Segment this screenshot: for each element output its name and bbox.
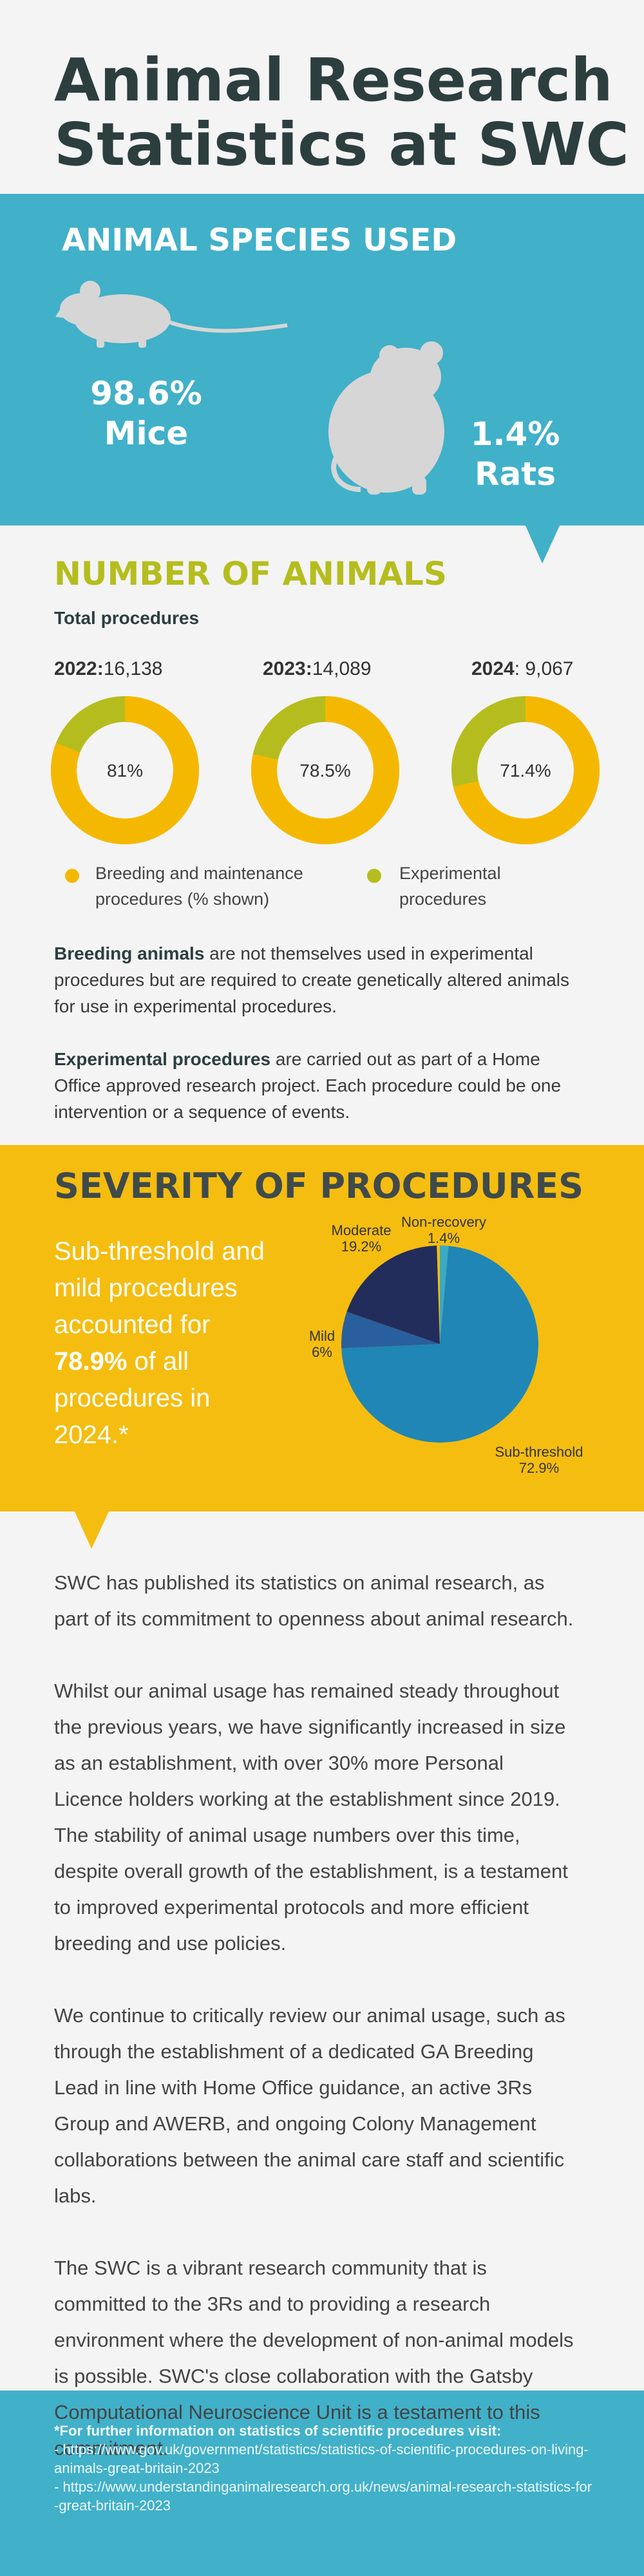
pie-slice xyxy=(440,1245,449,1344)
legend-dot xyxy=(367,869,381,883)
severity-heading: SEVERITY OF PROCEDURES xyxy=(54,1166,584,1206)
species-heading: ANIMAL SPECIES USED xyxy=(62,222,457,258)
footer-heading: *For further information on statistics o… xyxy=(54,2423,502,2439)
slice-name: Sub-threshold xyxy=(495,1444,583,1460)
severity-summary: Sub-threshold and mild procedures accoun… xyxy=(54,1233,279,1454)
title: Animal Research Statistics at SWC xyxy=(54,48,629,177)
procedures-heading: NUMBER OF ANIMALS xyxy=(54,555,447,592)
donut-label: 71.4% xyxy=(500,761,551,781)
note: Breeding animals are not themselves used… xyxy=(54,940,582,1019)
donut-label: 81% xyxy=(107,761,143,781)
notes: Breeding animals are not themselves used… xyxy=(54,940,582,1151)
year-total: 2023:14,089 xyxy=(263,658,372,680)
summary-text: of all procedures in 2024.* xyxy=(54,1347,211,1449)
year: 2023: xyxy=(263,658,312,679)
body-paragraph: Whilst our animal usage has remained ste… xyxy=(54,1680,568,1955)
species-percent: 1.4% xyxy=(470,415,560,453)
body-paragraph: SWC has published its statistics on anim… xyxy=(54,1571,574,1630)
total: : 9,067 xyxy=(514,658,574,679)
footer-link: - https://www.understandinganimalresearc… xyxy=(54,2479,592,2514)
species-label: Mice xyxy=(104,415,189,452)
donut-label: 78.5% xyxy=(299,761,350,781)
note: Experimental procedures are carried out … xyxy=(54,1046,582,1125)
total: 14,089 xyxy=(312,658,372,679)
slice-name: Mild xyxy=(309,1328,335,1344)
year: 2024 xyxy=(471,658,515,679)
legend-dot xyxy=(65,869,79,883)
pointer xyxy=(525,524,560,564)
year-total: 2024: 9,067 xyxy=(471,658,574,680)
title-line: Animal Research xyxy=(54,46,613,115)
year: 2022: xyxy=(54,658,104,679)
footer-link: - https://www.gov.uk/government/statisti… xyxy=(54,2441,589,2476)
note-bold: Breeding animals xyxy=(54,943,205,963)
species-rats: 1.4% Rats xyxy=(451,414,580,494)
pie-slice xyxy=(346,1245,440,1344)
slice-value: 72.9% xyxy=(519,1460,559,1476)
body-paragraph: The SWC is a vibrant research community … xyxy=(54,2257,574,2459)
species-percent: 98.6% xyxy=(90,375,202,412)
donut-arc xyxy=(453,696,600,844)
species-label: Rats xyxy=(475,455,556,493)
species-mice: 98.6% Mice xyxy=(82,374,211,453)
title-line: Statistics at SWC xyxy=(54,110,629,179)
slice-value: 19.2% xyxy=(341,1238,381,1255)
donut-arc xyxy=(251,696,399,844)
footer-band xyxy=(0,2391,644,2576)
summary-highlight: 78.9% xyxy=(54,1347,128,1376)
species-band xyxy=(0,194,644,526)
body-text: SWC has published its statistics on anim… xyxy=(54,1565,576,2503)
pointer xyxy=(74,1510,109,1549)
slice-value: 6% xyxy=(312,1344,332,1360)
donut-arc xyxy=(51,696,199,844)
pie-slice xyxy=(341,1311,440,1349)
footer: *For further information on statistics o… xyxy=(54,2421,595,2515)
legend-label: Breeding and maintenance procedures (% s… xyxy=(95,864,303,909)
note-bold: Experimental procedures xyxy=(54,1049,271,1069)
slice-name: Moderate xyxy=(332,1222,392,1238)
summary-text: Sub-threshold and mild procedures accoun… xyxy=(54,1237,265,1339)
slice-name: Non-recovery xyxy=(401,1214,486,1230)
year-total: 2022:16,138 xyxy=(54,658,163,680)
note-text: are not themselves used in experimental … xyxy=(54,943,570,1016)
mouse-icon xyxy=(55,281,288,348)
total: 16,138 xyxy=(103,658,163,679)
legend-label: Experimental procedures xyxy=(399,864,501,909)
body-paragraph: We continue to critically review our ani… xyxy=(54,2004,565,2207)
pie-slice xyxy=(341,1245,538,1443)
procedures-subheading: Total procedures xyxy=(54,608,200,628)
slice-value: 1.4% xyxy=(428,1230,460,1246)
note-text: are carried out as part of a Home Office… xyxy=(54,1049,562,1122)
rat-icon xyxy=(328,341,444,495)
